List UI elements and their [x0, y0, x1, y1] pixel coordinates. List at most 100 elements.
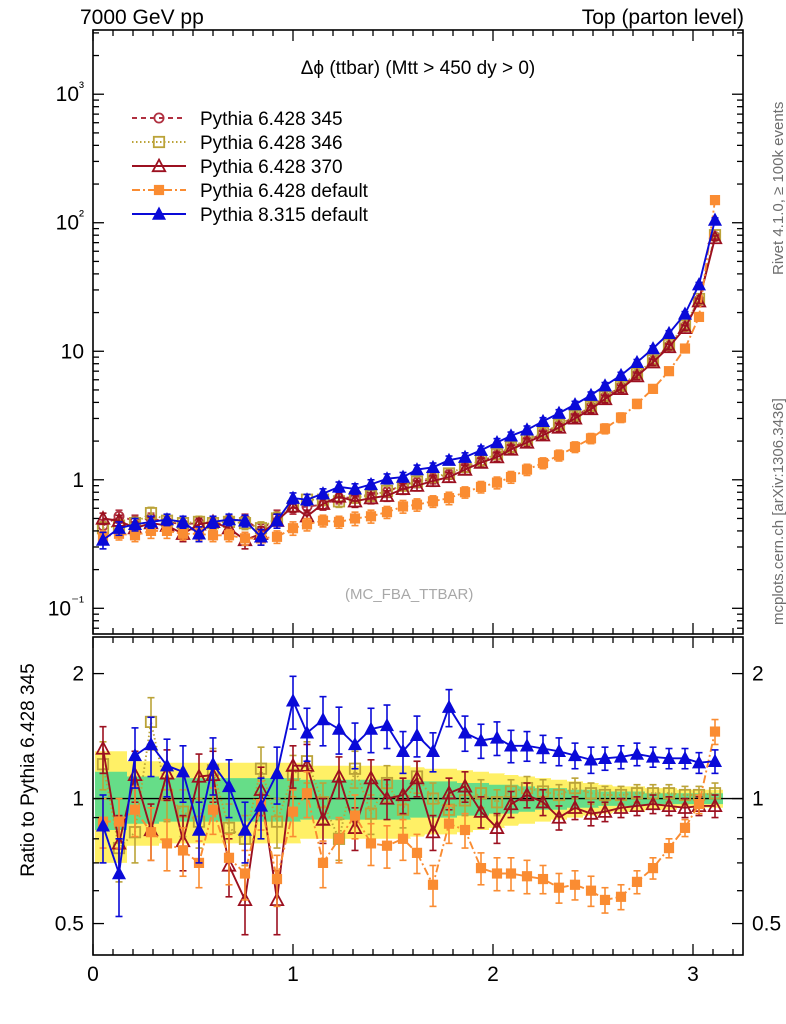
data-point-marker: [191, 526, 207, 540]
x-axis-tick-label: 1: [287, 963, 299, 986]
data-point-marker: [379, 790, 395, 805]
data-point-marker: [221, 512, 237, 526]
data-point-marker: [691, 755, 707, 769]
series-line: [103, 731, 716, 901]
y-axis-tick-label: 10²: [56, 208, 84, 235]
data-point-marker: [425, 459, 441, 474]
data-point-marker: [489, 435, 505, 449]
data-point-marker: [381, 840, 393, 851]
y-axis-tick-label: 1: [72, 469, 84, 492]
data-point-marker: [707, 797, 723, 813]
data-point-marker: [331, 479, 347, 493]
data-point-marker: [411, 847, 423, 858]
data-point-marker: [475, 481, 487, 493]
main-panel-series-group: [95, 195, 723, 550]
data-point-marker: [629, 354, 645, 369]
data-point-marker: [301, 788, 313, 799]
series-pythia-8-315-default: [95, 212, 723, 550]
y-axis-tick-label: 10⁻¹: [48, 593, 84, 620]
data-point-marker: [597, 378, 613, 392]
data-point-marker: [521, 871, 533, 882]
data-point-marker: [677, 799, 693, 814]
data-point-marker: [143, 514, 159, 528]
data-point-marker: [347, 737, 363, 751]
data-point-marker: [152, 135, 166, 149]
data-point-marker: [95, 740, 111, 755]
data-point-marker: [598, 788, 612, 802]
data-point-marker: [535, 793, 551, 809]
data-point-marker: [457, 461, 473, 476]
data-point-marker: [459, 487, 471, 498]
data-point-marker: [567, 799, 583, 814]
data-point-marker: [349, 513, 361, 524]
data-point-marker: [127, 516, 143, 531]
series-line: [102, 219, 716, 541]
data-point-marker: [347, 492, 363, 508]
data-point-marker: [567, 748, 583, 762]
legend-group: Pythia 6.428 345 Pythia 6.428 346 Pythia 6…: [132, 109, 369, 226]
header-beam-label: 7000 GeV pp: [80, 6, 204, 29]
data-point-marker: [519, 786, 535, 802]
data-point-marker: [645, 341, 661, 355]
legend-label: Pythia 6.428 default: [200, 181, 369, 202]
x-axis-tick-label: 3: [687, 963, 699, 986]
data-point-marker: [521, 464, 533, 475]
series-line: [102, 199, 716, 540]
data-point-marker: [707, 212, 723, 226]
legend-entry[interactable]: Pythia 8.315 default: [132, 205, 369, 226]
data-point-marker: [95, 510, 111, 525]
data-point-marker: [129, 804, 141, 815]
data-point-marker: [647, 863, 659, 874]
data-point-marker: [443, 493, 455, 504]
data-point-marker: [597, 750, 613, 765]
data-point-marker: [127, 748, 143, 762]
data-point-marker: [191, 822, 207, 836]
data-point-marker: [629, 746, 645, 760]
data-point-marker: [613, 367, 629, 382]
data-point-marker: [365, 511, 377, 522]
data-point-marker: [585, 885, 597, 896]
legend-entry[interactable]: Pythia 6.428 370: [132, 157, 343, 178]
data-point-marker: [397, 501, 409, 512]
data-point-marker: [441, 699, 457, 713]
legend-entry[interactable]: Pythia 6.428 346: [132, 133, 343, 154]
data-point-marker: [317, 857, 329, 868]
data-point-marker: [269, 765, 285, 780]
data-point-marker: [159, 758, 175, 772]
data-point-marker: [205, 756, 221, 770]
data-point-marker: [222, 821, 236, 834]
legend-entry[interactable]: Pythia 6.428 default: [132, 181, 369, 202]
data-point-marker: [441, 452, 457, 466]
data-point-marker: [489, 448, 505, 464]
legend-label: Pythia 6.428 345: [200, 109, 343, 130]
data-point-marker: [177, 845, 189, 856]
data-point-marker: [285, 693, 301, 707]
data-point-marker: [315, 486, 331, 500]
data-point-marker: [503, 441, 519, 456]
data-point-marker: [615, 891, 627, 902]
data-point-marker: [205, 514, 221, 528]
data-point-marker: [333, 516, 345, 528]
data-point-marker: [287, 806, 299, 817]
data-point-marker: [443, 818, 455, 829]
plot-title: Δϕ (ttbar) (Mtt > 450 dy > 0): [300, 58, 536, 79]
data-point-marker: [629, 797, 645, 813]
data-point-marker: [489, 819, 505, 834]
data-point-marker: [315, 495, 331, 510]
data-point-marker: [270, 815, 284, 828]
data-point-marker: [395, 480, 411, 495]
legend-entry[interactable]: Pythia 6.428 345: [132, 109, 343, 130]
ratio-y-axis-tick-label: 1: [72, 788, 84, 811]
data-point-marker: [551, 419, 567, 434]
data-point-marker: [535, 741, 551, 755]
data-point-marker: [537, 457, 549, 469]
data-point-marker: [663, 366, 675, 377]
data-point-marker: [365, 838, 377, 849]
data-point-marker: [191, 768, 207, 783]
data-point-marker: [569, 879, 581, 890]
data-point-marker: [503, 738, 519, 752]
data-point-marker: [111, 866, 127, 880]
data-point-marker: [363, 721, 379, 735]
data-point-marker: [709, 195, 721, 206]
data-point-marker: [331, 488, 347, 503]
